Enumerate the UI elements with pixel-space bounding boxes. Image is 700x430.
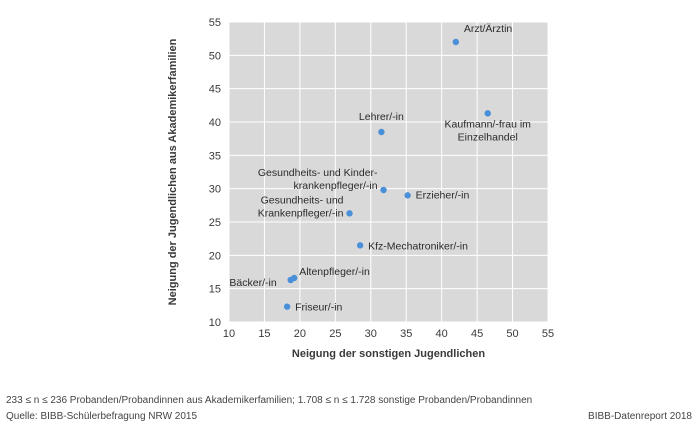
data-point <box>283 303 291 310</box>
point-label: Kaufmann/-frau im <box>445 118 532 130</box>
y-tick-label: 35 <box>209 150 221 162</box>
data-point <box>346 210 353 217</box>
data-point <box>378 128 385 136</box>
data-points <box>283 38 491 310</box>
y-tick-label: 40 <box>209 117 221 129</box>
point-label: Lehrer/-in <box>359 111 404 123</box>
point-label: Krankenpfleger/-in <box>258 207 344 219</box>
point-label: Gesundheits- und <box>261 194 344 206</box>
point-label: Einzelhandel <box>458 131 518 143</box>
y-tick-label: 20 <box>209 250 221 262</box>
y-tick-label: 50 <box>209 50 221 62</box>
x-tick-label: 25 <box>329 328 341 340</box>
x-tick-label: 15 <box>258 328 270 340</box>
grid <box>228 21 549 323</box>
point-label: Erzieher/-in <box>416 189 470 201</box>
report-brand: BIBB-Datenreport 2018 <box>588 411 692 422</box>
data-point <box>404 192 411 199</box>
x-tick-label: 35 <box>400 328 412 340</box>
y-axis-title: Neigung der Jugendlichen aus Akademikerf… <box>167 38 179 305</box>
plot-area <box>229 22 548 322</box>
y-tick-label: 55 <box>209 17 221 29</box>
x-tick-label: 50 <box>506 328 518 340</box>
point-label: krankenpfleger/-in <box>293 180 377 192</box>
data-point <box>452 38 460 46</box>
tick-labels: 10 15 20 25 30 35 40 45 50 55 10 15 20 25 30 35 40 45 50 55 <box>209 17 554 340</box>
x-tick-label: 40 <box>436 328 448 340</box>
y-tick-label: 10 <box>209 317 221 329</box>
y-tick-label: 15 <box>209 284 221 296</box>
point-label: Arzt/Ärztin <box>464 23 513 35</box>
scatter-chart: 10 15 20 25 30 35 40 45 50 55 10 15 20 25 30 35 40 45 50 55… <box>167 17 554 360</box>
y-tick-label: 25 <box>209 217 221 229</box>
x-tick-label: 55 <box>542 328 554 340</box>
y-tick-label: 30 <box>209 184 221 196</box>
point-labels: Arzt/Ärztin Kaufmann/-frau imEinzelhandel… <box>229 23 531 314</box>
source-note: Quelle: BIBB-Schülerbefragung NRW 2015 <box>6 411 198 422</box>
data-point <box>356 242 364 249</box>
x-tick-label: 10 <box>223 328 235 340</box>
data-point <box>287 276 294 284</box>
x-tick-label: 20 <box>294 328 306 340</box>
point-label: Kfz-Mechatroniker/-in <box>368 240 468 252</box>
point-label: Friseur/-in <box>295 302 342 314</box>
data-point <box>380 186 387 194</box>
data-point <box>484 110 491 117</box>
y-tick-label: 45 <box>209 84 221 96</box>
x-tick-label: 30 <box>365 328 377 340</box>
x-axis-title: Neigung der sonstigen Jugendlichen <box>292 348 485 360</box>
sample-size-note: 233 ≤ n ≤ 236 Probanden/Probandinnen aus… <box>6 395 533 406</box>
point-label: Altenpfleger/-in <box>299 266 370 278</box>
point-label: Gesundheits- und Kinder- <box>258 167 378 179</box>
point-label: Bäcker/-in <box>229 277 276 289</box>
x-tick-label: 45 <box>471 328 483 340</box>
